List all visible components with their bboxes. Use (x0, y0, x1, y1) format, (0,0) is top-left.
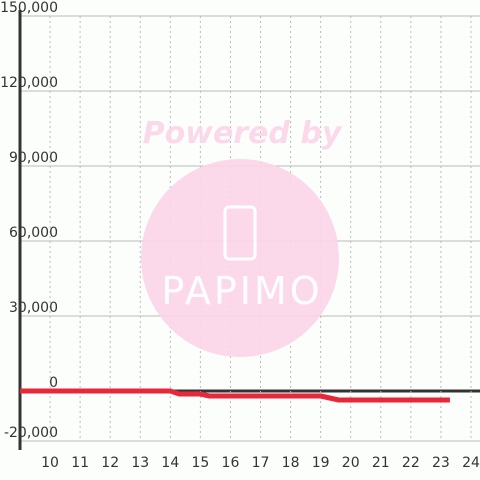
x-tick-label: 17 (252, 455, 270, 471)
x-tick-label: 22 (402, 455, 420, 471)
x-tick-label: 14 (161, 455, 179, 471)
x-tick-label: 13 (131, 455, 149, 471)
watermark: Powered by PAPIMO (141, 116, 343, 357)
y-tick-label: 90,000 (9, 150, 58, 166)
x-tick-label: 11 (71, 455, 89, 471)
x-tick-label: 16 (222, 455, 240, 471)
x-tick-label: 23 (432, 455, 450, 471)
watermark-phone (223, 205, 257, 261)
x-tick-label: 24 (462, 455, 480, 471)
y-tick-label: -20,000 (4, 425, 58, 441)
x-tick-label: 19 (312, 455, 330, 471)
x-tick-label: 20 (342, 455, 360, 471)
watermark-title: Powered by (143, 116, 343, 151)
data-line (20, 388, 450, 403)
x-tick-label: 15 (191, 455, 209, 471)
watermark-logo: PAPIMO (161, 269, 322, 313)
y-tick-label: 150,000 (0, 0, 58, 16)
y-tick-label: 60,000 (9, 225, 58, 241)
grid (20, 15, 480, 442)
y-tick-label: 0 (49, 375, 58, 391)
x-tick-label: 10 (41, 455, 59, 471)
x-tick-label: 12 (101, 455, 119, 471)
y-tick-label: 30,000 (9, 300, 58, 316)
y-tick-label: 120,000 (0, 75, 58, 91)
x-tick-label: 21 (372, 455, 390, 471)
x-tick-label: 18 (282, 455, 300, 471)
